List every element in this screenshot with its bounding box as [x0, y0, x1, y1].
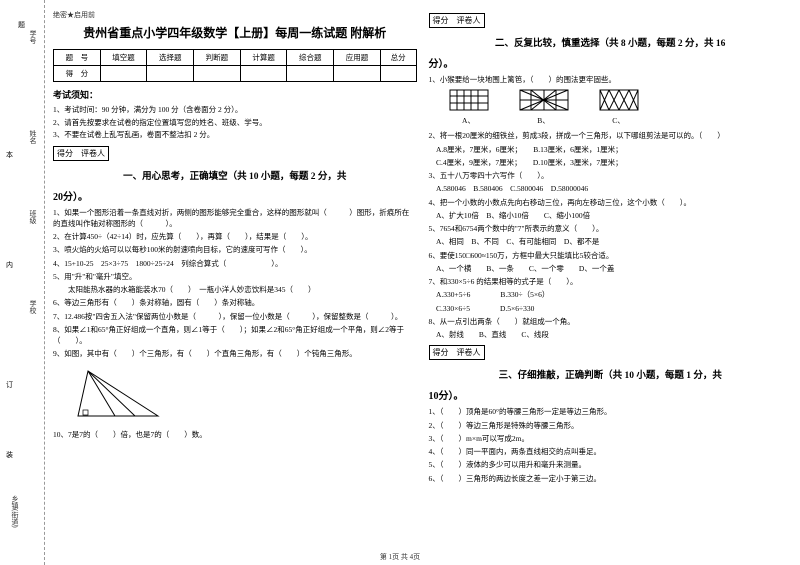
section1-title-cont: 20分）。 — [53, 188, 417, 203]
s3-q3: 3、（ ）m×m可以写成2m。 — [429, 433, 793, 444]
section2-title: 二、反复比较，慎重选择（共 8 小题，每题 2 分，共 16 — [429, 35, 793, 49]
s2-q6a: A、一个横 B、一条 C、一个零 D、一个盖 — [429, 263, 793, 274]
binding-xiang: 乡镇(街道) — [10, 495, 20, 528]
s1-q7: 7、12.486按"四舍五入法"保留两位小数是（ ），保留一位小数是（ ），保留… — [53, 311, 417, 322]
binding-nei: 内 — [6, 260, 13, 270]
pattern-b-icon — [519, 89, 569, 111]
notice-title: 考试须知： — [53, 88, 417, 101]
left-column: 绝密★启用前 贵州省重点小学四年级数学【上册】每周一练试题 附解析 题 号 填空… — [53, 10, 417, 565]
binding-xuexiao: 学校 — [28, 300, 38, 314]
s1-q5b: 太阳能热水器的水箱能装水70（ ） 一瓶小洋人妙恋饮料是345（ ） — [53, 284, 417, 295]
th-4: 计算题 — [240, 50, 287, 66]
s3-q5: 5、（ ）液体的多少可以用升和毫升来测量。 — [429, 459, 793, 470]
s2-q2a: A.8厘米，7厘米，6厘米； B.13厘米，6厘米，1厘米； — [429, 144, 793, 155]
s2-q7b: C.330×6÷5 D.5×6÷330 — [429, 303, 793, 314]
s3-q1: 1、（ ）顶角是60°的等腰三角形一定是等边三角形。 — [429, 406, 793, 417]
th-5: 综合题 — [287, 50, 334, 66]
notice-1: 1、考试时间：90 分钟，满分为 100 分（含卷面分 2 分）。 — [53, 105, 417, 116]
notice-2: 2、请首先按要求在试卷的指定位置填写您的姓名、班级、学号。 — [53, 118, 417, 129]
s2-q3a: A.580046 B.580406 C.5800046 D.58000046 — [429, 183, 793, 194]
s2-q2b: C.4厘米，9厘米，7厘米； D.10厘米，3厘米，7厘米； — [429, 157, 793, 168]
s2-q3: 3、五十八万零四十六写作（ ）。 — [429, 170, 793, 181]
binding-ti: 题 — [18, 20, 25, 30]
section2-title-cont: 分）。 — [429, 55, 793, 70]
s1-q5: 5、用"升"和"毫升"填空。 — [53, 271, 417, 282]
s2-q6: 6、要使150□600≈150万，方框中最大只能填比5较合适。 — [429, 250, 793, 261]
s1-q4: 4、15+10-25 25×3÷75 1800÷25÷24 列综合算式（ ）。 — [53, 258, 417, 269]
binding-xuehao: 学号 — [28, 30, 38, 44]
notice-3: 3、不要在试卷上乱写乱画，卷面不整洁扣 2 分。 — [53, 130, 417, 141]
section1-title: 一、用心思考，正确填空（共 10 小题，每题 2 分，共 — [53, 168, 417, 182]
s2-q7a: A.330+5÷6 B.330÷（5×6） — [429, 289, 793, 300]
th-2: 选择题 — [147, 50, 194, 66]
binding-banji: 班级 — [28, 210, 38, 224]
main-title: 贵州省重点小学四年级数学【上册】每周一练试题 附解析 — [53, 24, 417, 41]
grade-box-1: 得分 评卷人 — [53, 146, 109, 161]
pattern-c-icon — [599, 89, 639, 111]
pattern-row: A、 B、 C、 — [449, 89, 793, 126]
row2-label: 得 分 — [54, 66, 101, 82]
s2-q7: 7、和330×5÷6 的结果相等的式子是（ ）。 — [429, 276, 793, 287]
triangle-figure — [73, 366, 163, 421]
s2-q5: 5、7654和6754两个数中的"7"所表示的意义（ ）。 — [429, 223, 793, 234]
score-table: 题 号 填空题 选择题 判断题 计算题 综合题 应用题 总分 得 分 — [53, 49, 417, 82]
s3-q6: 6、（ ）三角形的两边长度之差一定小于第三边。 — [429, 473, 793, 484]
grade-box-3: 得分 评卷人 — [429, 345, 485, 360]
binding-xingming: 姓名 — [28, 130, 38, 144]
secret-label: 绝密★启用前 — [53, 10, 417, 20]
th-7: 总分 — [380, 50, 416, 66]
th-3: 判断题 — [194, 50, 241, 66]
s3-q4: 4、（ ）同一平面内，两条直线相交的点叫垂足。 — [429, 446, 793, 457]
binding-ding-char: 订 — [6, 380, 13, 390]
s2-q2: 2、将一根20厘米的细铁丝，剪成3段，拼成一个三角形，以下哪组剪法是可以的。（ … — [429, 130, 793, 141]
s2-q8a: A、射线 B、直线 C、线段 — [429, 329, 793, 340]
s1-q10: 10、7是7的（ ）倍，也是7的（ ）数。 — [53, 429, 417, 440]
s2-q5a: A、相同 B、不同 C、有可能相同 D、都不是 — [429, 236, 793, 247]
th-1: 填空题 — [100, 50, 147, 66]
s1-q8: 8、如果∠1和65°角正好组成一个直角，则∠1等于（ ）；如果∠2和65°角正好… — [53, 324, 417, 347]
th-6: 应用题 — [334, 50, 381, 66]
pattern-b-label: B、 — [519, 115, 569, 126]
binding-ben: 本 — [6, 150, 13, 160]
s1-q2: 2、在计算450÷（42÷14）时，应先算（ ），再算（ ），结果是（ ）。 — [53, 231, 417, 242]
s1-q1: 1、如果一个图形沿着一条直线对折，两侧的图形能够完全重合，这样的图形就叫（ ）图… — [53, 207, 417, 230]
s1-q9: 9、如图，其中有（ ）个三角形，有（ ）个直角三角形，有（ ）个钝角三角形。 — [53, 348, 417, 359]
s3-q2: 2、（ ）等边三角形是特殊的等腰三角形。 — [429, 420, 793, 431]
pattern-a-label: A、 — [449, 115, 489, 126]
section3-title: 三、仔细推敲，正确判断（共 10 小题，每题 1 分，共 — [429, 367, 793, 381]
s1-q3: 3、喷火焰的火焰可以以每秒100米的射速喷向目标，它的速度可写作（ ）。 — [53, 244, 417, 255]
page-footer: 第 1页 共 4页 — [0, 552, 800, 562]
pattern-c-label: C、 — [599, 115, 639, 126]
grade-box-2: 得分 评卷人 — [429, 13, 485, 28]
s2-q4a: A、扩大10倍 B、缩小10倍 C、缩小100倍 — [429, 210, 793, 221]
pattern-a-icon — [449, 89, 489, 111]
section3-title-cont: 10分）。 — [429, 387, 793, 402]
right-column: 得分 评卷人 二、反复比较，慎重选择（共 8 小题，每题 2 分，共 16 分）… — [429, 10, 793, 565]
th-0: 题 号 — [54, 50, 101, 66]
s1-q6: 6、等边三角形有（ ）条对称轴，圆有（ ）条对称轴。 — [53, 297, 417, 308]
s2-q4: 4、把一个小数的小数点先向右移动三位，再向左移动三位，这个小数（ ）。 — [429, 197, 793, 208]
s2-q1: 1、小猴要给一块地围上篱笆，（ ）的围法更牢固些。 — [429, 74, 793, 85]
binding-zhuang-char: 装 — [6, 450, 13, 460]
s2-q8: 8、从一点引出两条（ ）就组成一个角。 — [429, 316, 793, 327]
